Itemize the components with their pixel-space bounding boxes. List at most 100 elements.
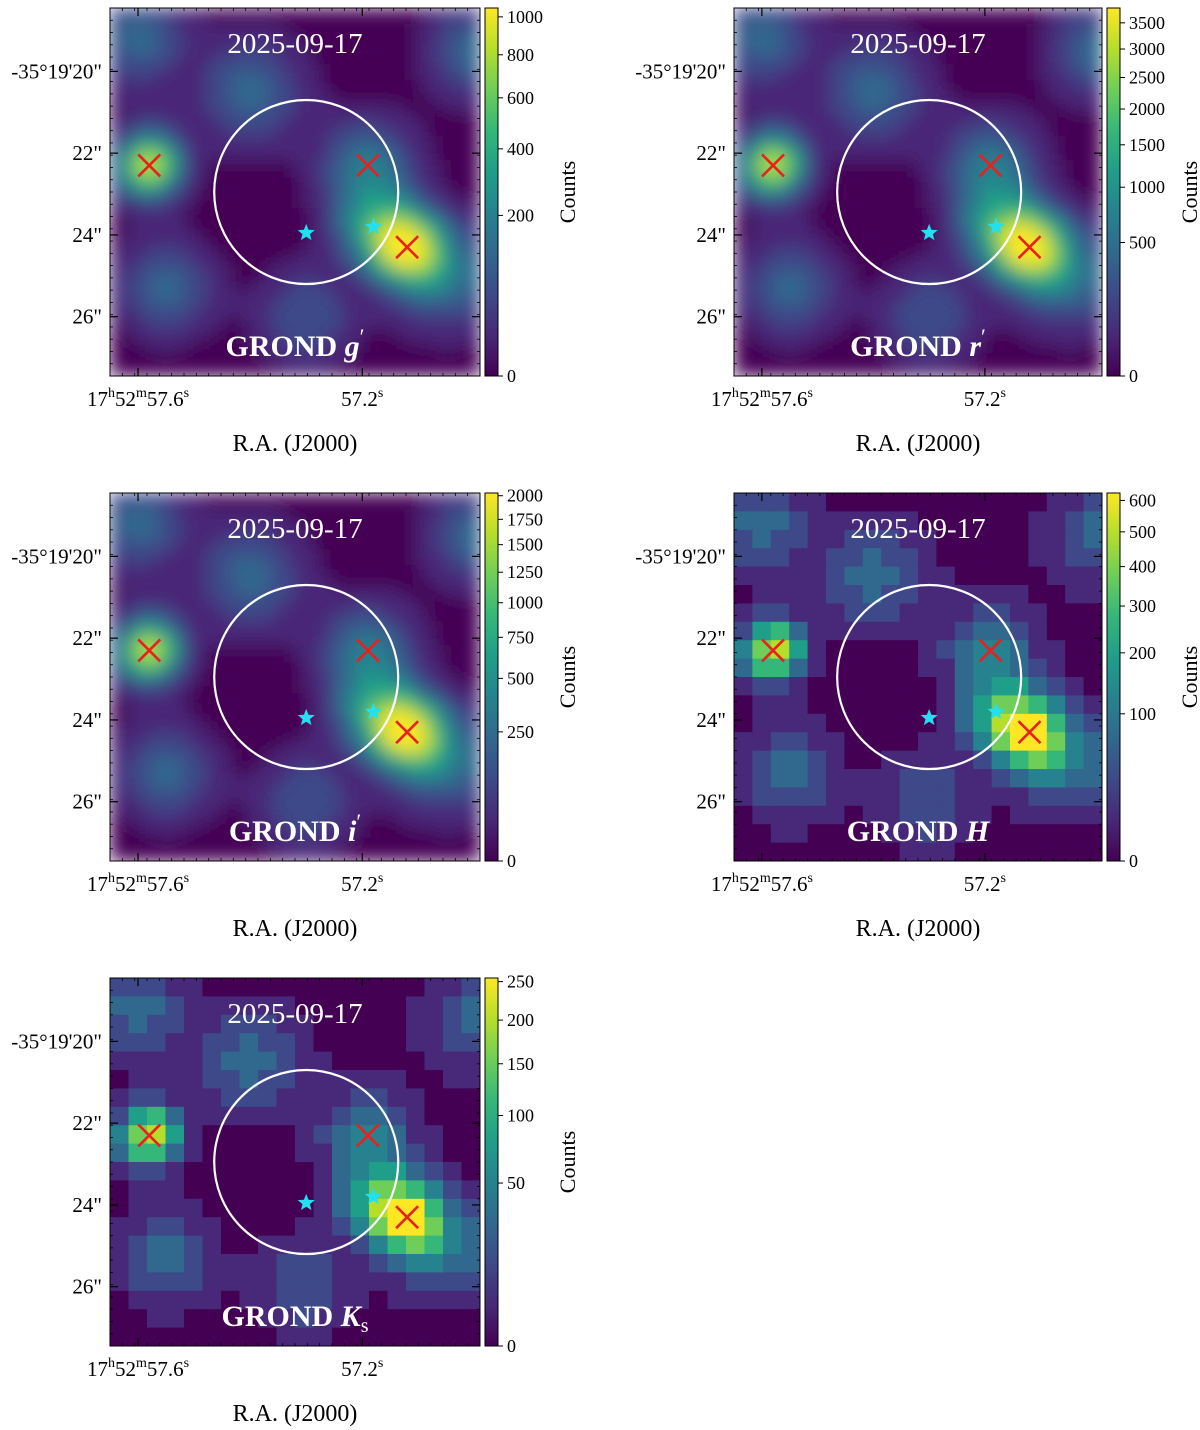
colorbar-tick-label: 0	[1129, 366, 1138, 386]
cross-marker-2	[355, 153, 380, 178]
heatmap-image	[734, 8, 1102, 376]
colorbar: 0 100 200 300 400 500 600 Counts	[1106, 490, 1200, 871]
colorbar: 0 250 500 750 1000 1250 1500 1750 2000 Counts	[484, 486, 580, 871]
colorbar-label: Counts	[1177, 161, 1200, 223]
band-label: GROND r′	[850, 324, 986, 363]
ra-tick-label: 57.2s	[964, 386, 1006, 411]
error-circle	[213, 583, 400, 771]
colorbar-tick-label: 1000	[507, 7, 543, 27]
dec-tick-label: 24"	[696, 223, 726, 247]
ra-tick-label: 57.2s	[964, 871, 1006, 896]
star-marker-1	[297, 708, 315, 726]
dec-tick-label: 26"	[72, 790, 102, 814]
ra-tick-label: 17h52m57.6s	[87, 386, 189, 411]
colorbar-tick-label: 1500	[1129, 135, 1165, 155]
panel-2: 2025-09-17 GROND r′ 17h52m57.6s 57.2s -35°19…	[635, 7, 1200, 457]
dec-tick-label: -35°19'20"	[635, 544, 726, 568]
colorbar-tick-label: 0	[507, 1336, 516, 1356]
cross-marker-3	[1017, 720, 1042, 745]
colorbar-tick-label: 0	[507, 851, 516, 871]
colorbar-tick-label: 3500	[1129, 13, 1165, 33]
colorbar-tick-label: 500	[1129, 522, 1156, 542]
colorbar-tick-label: 1750	[507, 509, 543, 529]
error-circle	[213, 1068, 400, 1256]
colorbar-tick-label: 200	[1129, 643, 1156, 663]
band-label: GROND H	[847, 815, 991, 848]
cross-marker-3	[395, 720, 420, 745]
dec-tick-label: -35°19'20"	[11, 59, 102, 83]
cross-marker-1	[137, 1123, 162, 1148]
cross-marker-2	[355, 638, 380, 663]
dec-tick-label: 22"	[72, 1111, 102, 1135]
colorbar-tick-label: 0	[1129, 851, 1138, 871]
ra-tick-label: 57.2s	[341, 871, 383, 896]
colorbar: 0 500 1000 1500 2000 2500 3000 3500 Counts	[1106, 7, 1200, 386]
colorbar-label: Counts	[555, 646, 580, 708]
colorbar-tick-label: 0	[507, 366, 516, 386]
colorbar-tick-label: 2500	[1129, 68, 1165, 88]
cross-marker-3	[395, 1205, 420, 1230]
cross-marker-1	[761, 153, 785, 178]
colorbar-tick-label: 750	[507, 627, 534, 647]
cross-marker-1	[137, 638, 162, 663]
dec-tick-label: 22"	[72, 626, 102, 650]
error-circle	[836, 583, 1023, 771]
dec-tick-label: 22"	[72, 141, 102, 165]
colorbar-tick-label: 2000	[1129, 99, 1165, 119]
cross-marker-1	[761, 638, 785, 663]
colorbar-tick-label: 2000	[507, 486, 543, 506]
band-label: GROND i′	[229, 809, 361, 848]
error-circle	[213, 98, 400, 286]
colorbar-tick-label: 600	[1129, 490, 1156, 510]
dec-tick-label: -35°19'20"	[635, 59, 726, 83]
panel-5: 2025-09-17 GROND Ks 17h52m57.6s 57.2s -35°19…	[11, 972, 580, 1427]
x-axis-label: R.A. (J2000)	[233, 916, 358, 942]
colorbar-tick-label: 800	[507, 45, 534, 65]
colorbar: 0 200 400 600 800 1000 Counts	[484, 7, 580, 386]
error-circle	[836, 98, 1023, 286]
heatmap-image	[110, 978, 480, 1346]
star-marker-1	[297, 223, 315, 241]
colorbar-tick-label: 100	[507, 1106, 534, 1126]
colorbar-tick-label: 1000	[507, 593, 543, 613]
dec-tick-label: 24"	[72, 1193, 102, 1217]
cross-marker-3	[1017, 235, 1042, 260]
colorbar: 0 50 100 150 200 250 Counts	[484, 972, 580, 1356]
colorbar-tick-label: 400	[1129, 557, 1156, 577]
panel-3: 2025-09-17 GROND i′ 17h52m57.6s 57.2s -35°19…	[11, 486, 580, 942]
colorbar-tick-label: 1250	[507, 562, 543, 582]
heatmap-image	[110, 8, 480, 376]
colorbar-tick-label: 50	[507, 1173, 525, 1193]
dec-tick-label: 22"	[696, 141, 726, 165]
cross-marker-2	[355, 1123, 380, 1148]
band-label: GROND Ks	[222, 1300, 369, 1337]
colorbar-tick-label: 200	[507, 1010, 534, 1030]
panel-4: 2025-09-17 GROND H 17h52m57.6s 57.2s -35°19'…	[635, 490, 1200, 942]
dec-tick-label: -35°19'20"	[11, 544, 102, 568]
x-axis-label: R.A. (J2000)	[233, 1401, 358, 1427]
dec-tick-label: 24"	[72, 708, 102, 732]
x-axis-label: R.A. (J2000)	[233, 431, 358, 457]
dec-tick-label: -35°19'20"	[11, 1029, 102, 1053]
ra-tick-label: 57.2s	[341, 1356, 383, 1381]
colorbar-label: Counts	[555, 1131, 580, 1193]
colorbar-tick-label: 150	[507, 1054, 534, 1074]
star-marker-2	[987, 702, 1005, 720]
colorbar-tick-label: 3000	[1129, 39, 1165, 59]
cross-marker-1	[137, 153, 162, 178]
x-axis-label: R.A. (J2000)	[856, 916, 981, 942]
colorbar-tick-label: 500	[507, 668, 534, 688]
ra-tick-label: 17h52m57.6s	[711, 871, 813, 896]
star-marker-1	[920, 223, 938, 241]
date-label: 2025-09-17	[850, 513, 985, 545]
colorbar-tick-label: 400	[507, 139, 534, 159]
star-marker-1	[920, 708, 938, 726]
cross-marker-2	[978, 153, 1003, 178]
ra-tick-label: 17h52m57.6s	[87, 871, 189, 896]
dec-tick-label: 24"	[696, 708, 726, 732]
colorbar-tick-label: 300	[1129, 596, 1156, 616]
date-label: 2025-09-17	[227, 513, 362, 545]
band-label: GROND g′	[226, 324, 365, 363]
ra-tick-label: 17h52m57.6s	[87, 1356, 189, 1381]
